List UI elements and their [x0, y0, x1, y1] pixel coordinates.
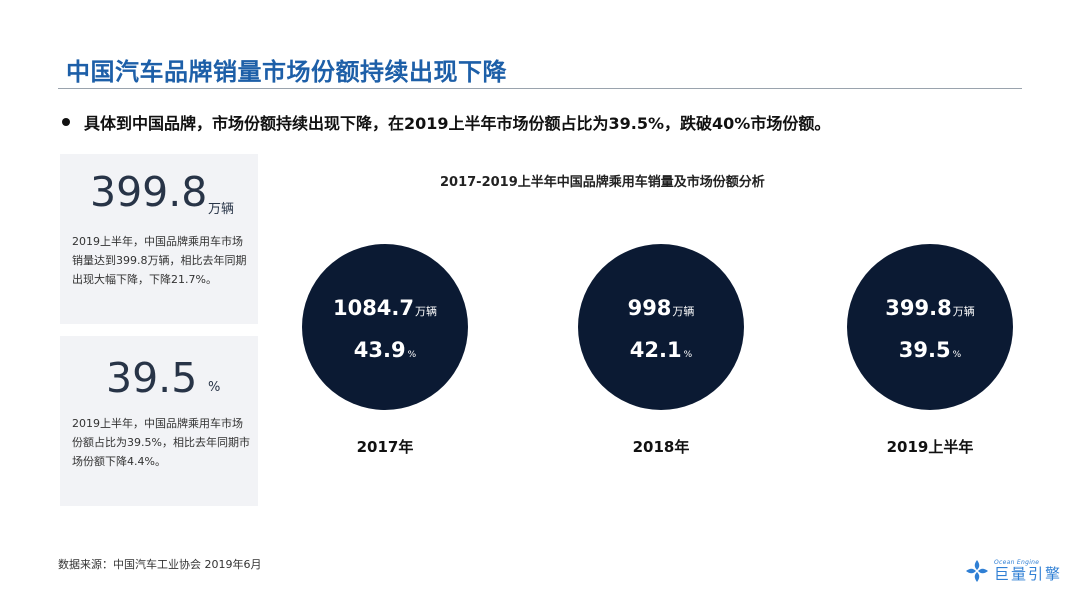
circle-share-value: 43.9: [353, 338, 406, 362]
sales-stat-description: 2019上半年，中国品牌乘用车市场销量达到399.8万辆，相比去年同期出现大幅下…: [72, 235, 247, 286]
circle-sales-value: 1084.7: [332, 296, 415, 320]
circle-share: 42.1%: [578, 338, 744, 362]
logo-chinese-text: 巨量引擎: [994, 565, 1063, 583]
bullet-point: 具体到中国品牌，市场份额持续出现下降，在2019上半年市场份额占比为39.5%，…: [58, 110, 830, 134]
share-stat-card: 39.5 % 2019上半年，中国品牌乘用车市场份额占比为39.5%，相比去年同…: [60, 336, 258, 506]
bullet-text: 具体到中国品牌，市场份额持续出现下降，在2019上半年市场份额占比为39.5%，…: [84, 114, 831, 133]
share-stat-unit: %: [208, 380, 221, 395]
share-stat-value: 39.5: [106, 354, 198, 402]
year-label-2019h1: 2019上半年: [886, 438, 974, 456]
circle-share-value: 42.1: [629, 338, 682, 362]
year-label-2017: 2017年: [356, 438, 414, 456]
year-circle-2017: 1084.7万辆 43.9%: [302, 244, 468, 410]
circle-share-unit: %: [683, 350, 693, 360]
circle-sales-unit: 万辆: [952, 305, 975, 318]
sales-stat-value: 399.8: [90, 168, 208, 216]
circle-share: 43.9%: [302, 338, 468, 362]
circle-share-unit: %: [952, 350, 962, 360]
sales-stat-card: 399.8 万辆 2019上半年，中国品牌乘用车市场销量达到399.8万辆，相比…: [60, 154, 258, 324]
circle-sales-unit: 万辆: [415, 305, 438, 318]
ocean-engine-logo-icon: [966, 560, 988, 582]
year-label-2018: 2018年: [632, 438, 690, 456]
circle-sales-value: 399.8: [885, 296, 952, 320]
bullet-dot-icon: [62, 118, 70, 126]
ocean-engine-logo: Ocean Engine 巨量引擎: [964, 558, 1062, 584]
chart-title: 2017-2019上半年中国品牌乘用车销量及市场份额分析: [440, 175, 765, 190]
circle-share-value: 39.5: [898, 338, 951, 362]
circle-sales-value: 998: [627, 296, 672, 320]
circle-sales: 998万辆: [578, 296, 744, 320]
sales-stat-unit: 万辆: [208, 202, 235, 217]
logo-english-text: Ocean Engine: [994, 559, 1040, 566]
title-divider: [58, 88, 1022, 89]
year-circle-2019h1: 399.8万辆 39.5%: [847, 244, 1013, 410]
page-title: 中国汽车品牌销量市场份额持续出现下降: [66, 58, 507, 86]
circle-share-unit: %: [407, 350, 417, 360]
circle-sales: 1084.7万辆: [302, 296, 468, 320]
circle-sales-unit: 万辆: [672, 305, 695, 318]
year-circle-2018: 998万辆 42.1%: [578, 244, 744, 410]
data-source-note: 数据来源：中国汽车工业协会 2019年6月: [58, 558, 262, 571]
logo-text: Ocean Engine 巨量引擎: [994, 559, 1062, 583]
share-stat-description: 2019上半年，中国品牌乘用车市场份额占比为39.5%，相比去年同期市场份额下降…: [72, 417, 250, 468]
circle-share: 39.5%: [847, 338, 1013, 362]
circle-sales: 399.8万辆: [847, 296, 1013, 320]
